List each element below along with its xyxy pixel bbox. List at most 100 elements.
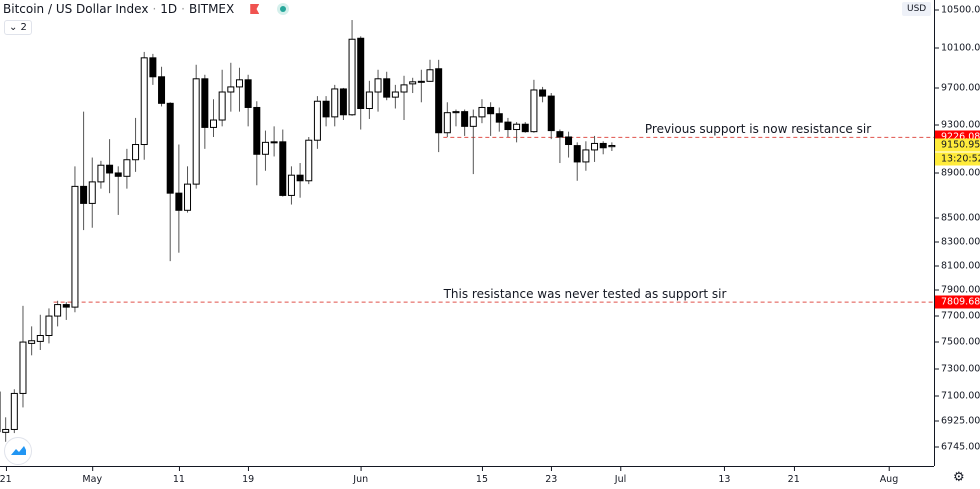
price-tick-label: 6745.00 (935, 441, 980, 452)
candle-down (244, 79, 252, 108)
candle-up (10, 392, 18, 430)
candle-up (400, 84, 408, 93)
annotation-support[interactable]: This resistance was never tested as supp… (443, 287, 727, 302)
candle-up (443, 112, 451, 134)
time-axis[interactable]: 21 May 11 19 Jun 15 23 Jul 13 21 Aug (0, 466, 934, 489)
candle-up (305, 139, 313, 182)
candle-up (28, 340, 36, 344)
candle-up (54, 304, 62, 317)
candle-up (235, 79, 243, 88)
candle-down (322, 100, 330, 118)
candle-down (201, 78, 209, 128)
time-tick-label: Jun (353, 467, 369, 485)
candle-up (591, 142, 599, 151)
candle-down (106, 164, 114, 174)
candle-up (192, 78, 200, 185)
candle-down (504, 121, 512, 131)
candle-down (556, 131, 564, 138)
candle-up (391, 91, 399, 98)
candle-down (487, 106, 495, 115)
price-tick-label: 7300.00 (935, 363, 980, 374)
price-tick-label: 7500.00 (935, 337, 980, 348)
candle-down (521, 123, 529, 133)
candle-up (426, 69, 434, 82)
candle-up (71, 185, 79, 308)
chart-plot-area[interactable]: Previous support is now resistance sir T… (0, 0, 934, 466)
candle-down (383, 78, 391, 98)
time-tick-label: 19 (242, 467, 255, 485)
price-tick-label: 8300.00 (935, 236, 980, 247)
time-tick-label: 21 (0, 467, 12, 485)
candle-up (409, 81, 417, 85)
collapse-indicators-button[interactable]: ⌄ 2 (4, 20, 32, 35)
candle-up (19, 341, 27, 394)
annotation-resistance[interactable]: Previous support is now resistance sir (644, 122, 872, 137)
separator: · (181, 2, 185, 16)
price-tick-label: 7900.00 (935, 285, 980, 296)
chart-legend: Bitcoin / US Dollar Index · 1D · BITMEX (3, 2, 290, 16)
candle-up (227, 86, 235, 93)
candle-up (36, 334, 44, 342)
price-tick-label: 8500.00 (935, 213, 980, 224)
price-axis[interactable]: 9226.087809.689150.9513:20:5210500.00101… (934, 0, 980, 466)
candle-up (97, 164, 105, 183)
candle-up (513, 123, 521, 131)
settings-gear-icon[interactable]: ⚙ (953, 470, 965, 485)
market-status-icon (277, 3, 290, 15)
candle-up (2, 428, 10, 433)
time-tick-label: May (82, 467, 103, 485)
candle-up (261, 141, 269, 155)
candle-up (123, 159, 131, 177)
tradingview-logo[interactable] (4, 437, 32, 465)
bar-countdown-label: 13:20:52 (935, 152, 980, 166)
time-tick-label: 23 (545, 467, 558, 485)
candle-up (132, 144, 140, 161)
candle-up (478, 106, 486, 118)
price-tick-label: 10500.00 (935, 4, 980, 15)
time-tick-label: Aug (879, 467, 899, 485)
interval[interactable]: 1D (160, 2, 178, 16)
candle-up (469, 116, 477, 127)
candle-up (608, 144, 616, 148)
candle-up (530, 89, 538, 133)
price-tick-label: 9700.00 (935, 82, 980, 93)
candle-down (435, 68, 443, 134)
price-tick-label: 6925.00 (935, 415, 980, 426)
candle-down (149, 57, 157, 78)
candle-up (287, 174, 295, 196)
candle-up (218, 91, 226, 121)
price-tick-label: 8900.00 (935, 167, 980, 178)
candle-down (166, 102, 174, 194)
currency-button[interactable]: USD (902, 2, 932, 16)
symbol-title[interactable]: Bitcoin / US Dollar Index (3, 2, 149, 16)
candle-down (253, 106, 261, 155)
candle-up (45, 315, 53, 336)
candle-up (452, 111, 460, 114)
price-tick-label: 8100.00 (935, 261, 980, 272)
candle-down (547, 95, 555, 132)
time-tick-label: 15 (475, 467, 488, 485)
flag-icon[interactable] (250, 4, 260, 14)
price-tick-label: 7100.00 (935, 391, 980, 402)
candle-down (114, 172, 122, 177)
last-price-label: 9150.95 (935, 138, 980, 152)
price-tick-label: 9300.00 (935, 120, 980, 131)
candle-up (582, 149, 590, 163)
candle-up (417, 80, 425, 83)
candle-down (339, 88, 347, 116)
candle-down (539, 89, 547, 97)
candle-down (279, 141, 287, 196)
candle-down (296, 174, 304, 182)
candle-up (140, 57, 148, 146)
candle-up (313, 100, 321, 141)
candle-down (565, 136, 573, 146)
candle-up (365, 91, 373, 110)
candle-down (158, 76, 166, 104)
time-tick-label: 13 (718, 467, 731, 485)
price-tick-label: 10100.00 (935, 43, 980, 54)
candle-down (80, 185, 88, 204)
time-tick-label: Jul (614, 467, 627, 485)
candle-down (461, 111, 469, 127)
time-tick-label: 21 (787, 467, 800, 485)
candle-down (62, 304, 70, 308)
